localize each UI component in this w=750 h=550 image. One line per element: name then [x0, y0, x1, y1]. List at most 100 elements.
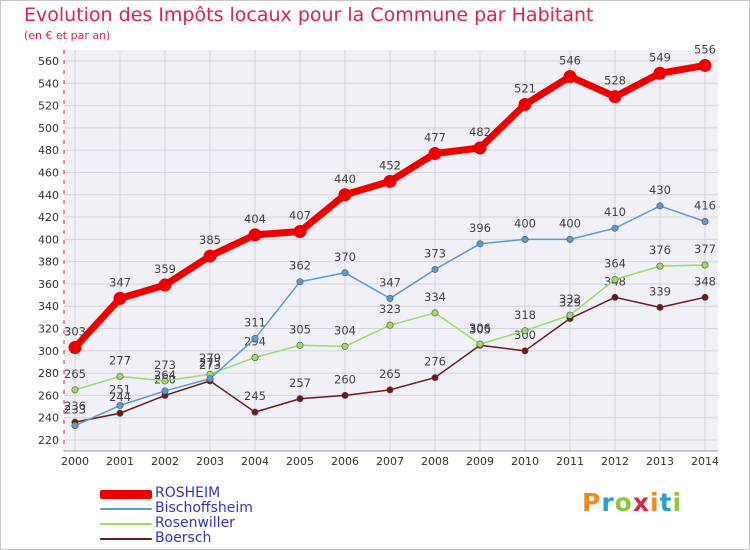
legend-swatch-boersch	[100, 538, 152, 540]
x-tick-label: 2005	[286, 455, 314, 468]
data-label-boersch: 273	[199, 358, 221, 372]
y-tick-label: 280	[38, 367, 59, 380]
data-point-rosheim	[338, 188, 352, 202]
data-point-rosheim	[608, 90, 622, 104]
x-tick-label: 2006	[331, 455, 359, 468]
data-point-bischoffsheim	[521, 235, 529, 243]
legend-label-rosenwiller: Rosenwiller	[155, 515, 235, 531]
data-label-boersch: 276	[424, 355, 446, 369]
data-label-rosenwiller: 364	[604, 256, 626, 270]
data-point-rosheim	[158, 278, 172, 292]
y-tick-label: 380	[38, 256, 59, 269]
y-tick-label: 420	[38, 211, 59, 224]
legend-swatch-rosenwiller	[100, 523, 152, 525]
data-point-bischoffsheim	[611, 224, 619, 232]
data-point-rosenwiller	[71, 386, 79, 394]
data-label-bischoffsheim: 362	[289, 259, 311, 273]
data-point-rosheim	[248, 228, 262, 242]
data-point-rosenwiller	[251, 354, 259, 362]
y-tick-label: 540	[38, 77, 59, 90]
data-label-boersch: 260	[334, 372, 356, 386]
data-label-rosheim: 477	[424, 131, 446, 145]
data-point-rosenwiller	[386, 321, 394, 329]
data-point-boersch	[116, 409, 124, 417]
data-point-bischoffsheim	[341, 269, 349, 277]
y-tick-label: 300	[38, 345, 59, 358]
data-label-bischoffsheim: 400	[559, 216, 581, 230]
data-label-rosheim: 556	[694, 42, 716, 56]
data-point-rosenwiller	[521, 327, 529, 335]
x-tick-label: 2001	[106, 455, 134, 468]
y-tick-label: 460	[38, 166, 59, 179]
data-point-boersch	[251, 408, 259, 416]
data-label-rosheim: 452	[379, 158, 401, 172]
data-label-bischoffsheim: 373	[424, 246, 446, 260]
x-tick-label: 2008	[421, 455, 449, 468]
data-point-rosheim	[203, 249, 217, 263]
data-point-rosenwiller	[116, 372, 124, 380]
data-point-rosheim	[428, 147, 442, 161]
data-point-bischoffsheim	[476, 240, 484, 248]
data-point-rosenwiller	[341, 342, 349, 350]
legend-label-bischoffsheim: Bischoffsheim	[155, 500, 253, 516]
data-point-bischoffsheim	[116, 401, 124, 409]
data-label-rosenwiller: 265	[64, 367, 86, 381]
y-tick-label: 440	[38, 189, 59, 202]
y-tick-label: 220	[38, 434, 59, 447]
logo-letter: x	[632, 488, 650, 517]
data-point-rosenwiller	[296, 341, 304, 349]
data-label-rosheim: 347	[109, 275, 131, 289]
legend-swatch-rosheim	[100, 490, 152, 499]
data-label-bischoffsheim: 311	[244, 316, 266, 330]
logo-letter: o	[614, 488, 633, 517]
data-point-rosheim	[293, 225, 307, 239]
y-tick-label: 560	[38, 55, 59, 68]
data-label-rosheim: 303	[64, 324, 86, 338]
y-tick-label: 480	[38, 144, 59, 157]
data-label-rosheim: 482	[469, 125, 491, 139]
x-tick-label: 2002	[151, 455, 179, 468]
logo-letter: P	[582, 488, 602, 517]
data-point-boersch	[611, 293, 619, 301]
logo-letter: r	[601, 488, 615, 517]
data-point-rosenwiller	[431, 309, 439, 317]
data-label-bischoffsheim: 264	[154, 368, 176, 382]
data-point-boersch	[431, 374, 439, 382]
legend-item-rosenwiller: Rosenwiller	[100, 515, 400, 531]
data-point-rosheim	[698, 58, 712, 72]
data-label-boersch: 265	[379, 367, 401, 381]
data-point-bischoffsheim	[161, 387, 169, 395]
chart-subtitle: (en € et par an)	[24, 29, 111, 42]
data-point-boersch	[296, 395, 304, 403]
data-label-rosheim: 359	[154, 262, 176, 276]
x-tick-label: 2010	[511, 455, 539, 468]
proxiti-logo: Proxiti	[582, 488, 682, 517]
logo-letter: i	[672, 488, 683, 517]
legend: ROSHEIM Bischoffsheim Rosenwiller Boersc…	[100, 485, 400, 546]
y-tick-label: 260	[38, 389, 59, 402]
y-tick-label: 500	[38, 122, 59, 135]
logo-letter: i	[650, 488, 660, 517]
data-point-bischoffsheim	[566, 235, 574, 243]
data-label-bischoffsheim: 233	[64, 403, 86, 417]
data-label-boersch: 236	[64, 399, 86, 413]
x-tick-label: 2000	[61, 455, 89, 468]
data-label-bischoffsheim: 416	[694, 199, 716, 213]
data-point-bischoffsheim	[656, 202, 664, 210]
data-point-rosenwiller	[161, 377, 169, 385]
data-label-rosenwiller: 305	[289, 322, 311, 336]
data-label-boersch: 339	[649, 284, 671, 298]
y-tick-label: 520	[38, 100, 59, 113]
data-point-bischoffsheim	[431, 265, 439, 273]
data-label-boersch: 300	[514, 328, 536, 342]
legend-item-boersch: Boersch	[100, 530, 400, 546]
y-tick-label: 360	[38, 278, 59, 291]
data-label-rosenwiller: 318	[514, 308, 536, 322]
legend-swatch-bischoffsheim	[100, 508, 152, 510]
data-label-rosheim: 407	[289, 209, 311, 223]
data-label-bischoffsheim: 430	[649, 183, 671, 197]
data-label-bischoffsheim: 347	[379, 275, 401, 289]
data-label-bischoffsheim: 370	[334, 250, 356, 264]
data-point-boersch	[521, 347, 529, 355]
data-label-rosheim: 546	[559, 54, 581, 68]
